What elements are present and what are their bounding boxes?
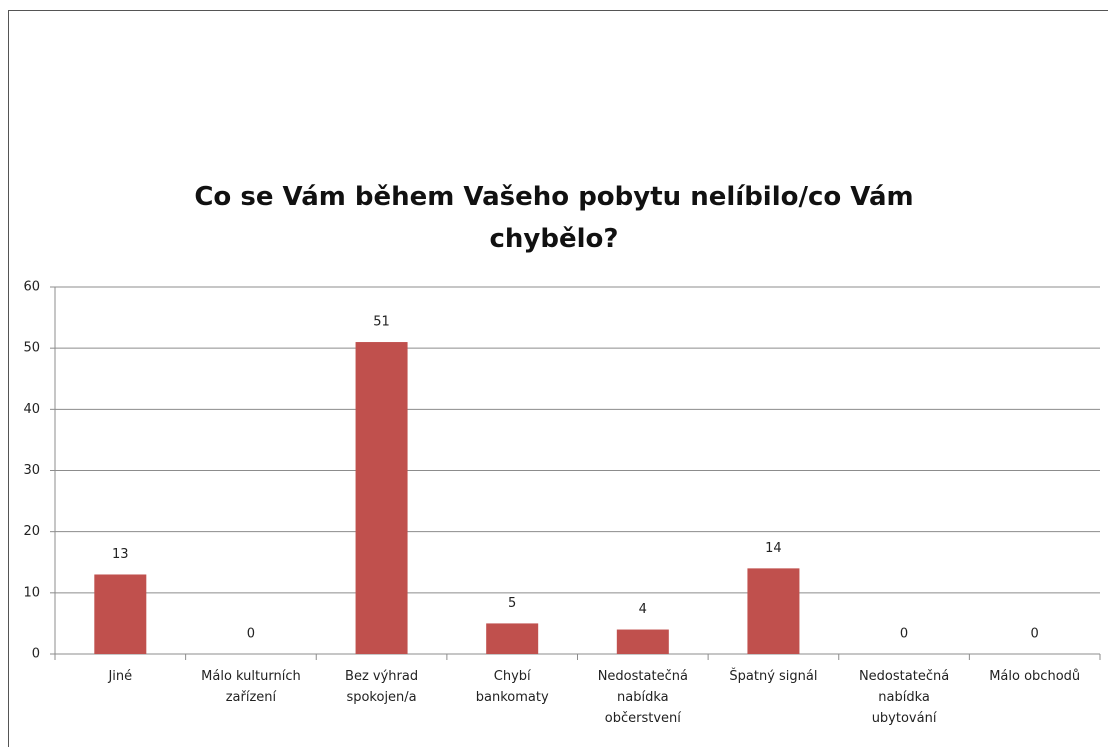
title-box: Co se Vám během Vašeho pobytu nelíbilo/c… <box>194 182 914 254</box>
y-tick-label: 20 <box>23 524 40 539</box>
bar <box>616 629 669 654</box>
bar <box>486 623 539 654</box>
data-label: 5 <box>508 596 516 611</box>
x-tick-label: Bez výhrad spokojen/a <box>345 669 419 705</box>
data-label: 0 <box>247 627 255 642</box>
y-tick-label: 0 <box>32 647 40 662</box>
chart-border <box>8 10 1108 747</box>
x-label-box: Jiné <box>108 669 133 684</box>
data-label: 4 <box>639 602 647 617</box>
data-label: 51 <box>373 315 390 330</box>
bar <box>355 342 408 654</box>
x-tick-label: Chybí bankomaty <box>475 669 549 705</box>
bar <box>94 574 147 654</box>
chart-title: Co se Vám během Vašeho pobytu nelíbilo/c… <box>194 182 914 254</box>
x-label-box: Málo obchodů <box>989 669 1081 684</box>
bar <box>747 568 800 654</box>
y-tick-label: 10 <box>23 585 40 600</box>
x-tick-label: Jiné <box>108 669 133 684</box>
data-label: 0 <box>1031 627 1039 642</box>
data-label: 0 <box>900 627 908 642</box>
y-tick-label: 50 <box>23 341 40 356</box>
y-tick-label: 60 <box>23 280 40 295</box>
x-tick-label: Špatný signál <box>729 669 818 684</box>
x-tick-label: Nedostatečná nabídka ubytování <box>858 669 950 726</box>
x-tick-label: Nedostatečná nabídka občerstvení <box>597 669 688 726</box>
data-label: 13 <box>112 547 129 562</box>
y-tick-label: 40 <box>23 402 40 417</box>
x-label-box: Málo kulturních zařízení <box>201 669 301 705</box>
x-label-box: Nedostatečná nabídka ubytování <box>858 669 950 726</box>
x-tick-label: Málo obchodů <box>989 669 1081 684</box>
data-label: 14 <box>765 541 782 556</box>
y-tick-label: 30 <box>23 463 40 478</box>
x-label-box: Špatný signál <box>729 669 818 684</box>
x-label-box: Chybí bankomaty <box>475 669 549 705</box>
x-label-box: Bez výhrad spokojen/a <box>345 669 419 705</box>
x-label-box: Nedostatečná nabídka občerstvení <box>597 669 688 726</box>
x-tick-label: Málo kulturních zařízení <box>201 669 301 705</box>
